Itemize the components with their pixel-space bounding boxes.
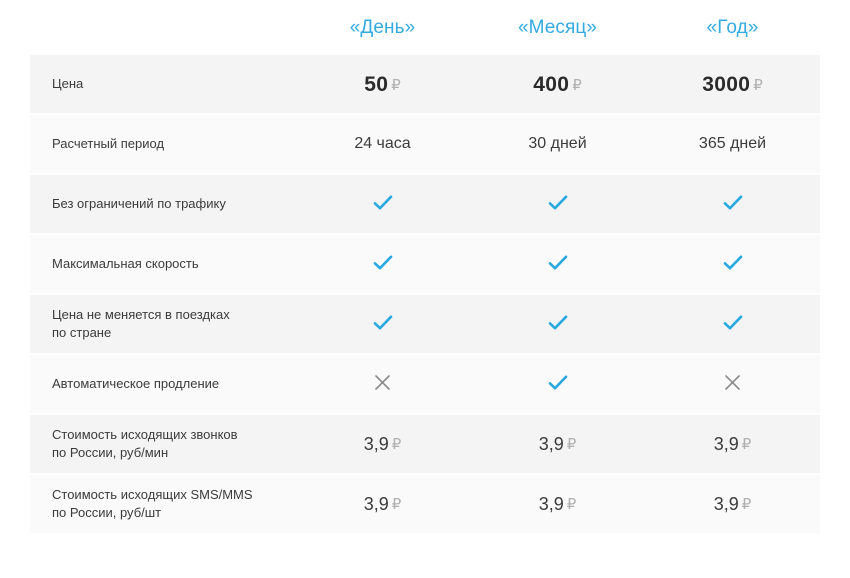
rate-value: 3,9 ₽ [470,435,645,453]
rate-amount: 3,9 [363,494,389,514]
price-amount: 50 [364,72,389,96]
row-label: Стоимость исходящих звонков по России, ру… [30,426,295,462]
check-icon-cell [295,195,470,214]
table-row: Стоимость исходящих SMS/MMS по России, ру… [30,475,820,533]
check-icon-cell [295,315,470,334]
rate-amount: 3,9 [538,434,564,454]
cross-icon-cell [295,374,470,394]
tariff-comparison-table: «День» «Месяц» «Год» Цена 50 ₽400 ₽3000 ₽ Рас… [30,0,820,535]
check-icon-cell [645,255,820,274]
row-label: Цена [52,76,84,91]
rate-value: 3,9 ₽ [645,495,820,513]
rate-value: 3,9 ₽ [645,435,820,453]
price-value: 3000 ₽ [645,74,820,95]
rate-value: 3,9 ₽ [295,435,470,453]
check-icon [548,255,568,271]
row-label: Без ограничений по трафику [52,196,226,211]
currency-symbol: ₽ [566,496,577,513]
period-value: 24 часа [354,135,411,152]
currency-symbol: ₽ [753,76,763,94]
check-icon [723,195,743,211]
table-row: Стоимость исходящих звонков по России, ру… [30,415,820,473]
table-row: Расчетный период 24 часа 30 дней 365 дней [30,115,820,173]
period-value: 365 дней [698,135,767,152]
price-amount: 400 [533,72,570,96]
currency-symbol: ₽ [572,76,582,94]
check-icon [723,255,743,271]
check-icon [548,195,568,211]
cross-icon [374,374,391,391]
rate-value: 3,9 ₽ [295,495,470,513]
rate-amount: 3,9 [538,494,564,514]
column-header-year[interactable]: «Год» [706,17,759,38]
rate-amount: 3,9 [363,434,389,454]
row-label: Стоимость исходящих SMS/MMS по России, ру… [30,486,295,522]
check-icon-cell [470,315,645,334]
check-icon-cell [470,195,645,214]
check-icon [723,315,743,331]
table-row: Цена не меняется в поездках по стране [30,295,820,353]
currency-symbol: ₽ [391,436,402,453]
cross-icon-cell [645,374,820,394]
check-icon-cell [470,255,645,274]
table-row: Без ограничений по трафику [30,175,820,233]
check-icon [373,255,393,271]
check-icon-cell [645,315,820,334]
cross-icon [724,374,741,391]
column-header-day[interactable]: «День» [349,17,416,38]
check-icon-cell [295,255,470,274]
currency-symbol: ₽ [741,436,752,453]
table-body: Цена 50 ₽400 ₽3000 ₽ Расчетный период 24 часа 3… [30,55,820,533]
row-label: Расчетный период [52,136,165,151]
period-value: 30 дней [528,135,587,152]
table-row: Цена 50 ₽400 ₽3000 ₽ [30,55,820,113]
column-header-month[interactable]: «Месяц» [517,17,598,38]
row-label-line2: по России, руб/шт [52,505,162,520]
currency-symbol: ₽ [391,496,402,513]
currency-symbol: ₽ [566,436,577,453]
check-icon [548,375,568,391]
price-value: 50 ₽ [295,74,470,95]
row-label: Цена не меняется в поездках по стране [30,306,295,342]
check-icon [548,315,568,331]
check-icon-cell [645,195,820,214]
currency-symbol: ₽ [741,496,752,513]
rate-amount: 3,9 [713,434,739,454]
row-label-line2: по стране [52,325,112,340]
table-header-row: «День» «Месяц» «Год» [30,0,820,55]
row-label: Максимальная скорость [52,256,199,271]
table-row: Максимальная скорость [30,235,820,293]
rate-amount: 3,9 [713,494,739,514]
price-value: 400 ₽ [470,74,645,95]
row-label-line2: по России, руб/мин [52,445,169,460]
currency-symbol: ₽ [391,76,401,94]
price-amount: 3000 [702,72,751,96]
row-label: Автоматическое продление [52,376,220,391]
table-row: Автоматическое продление [30,355,820,413]
check-icon [373,195,393,211]
check-icon-cell [470,375,645,394]
check-icon [373,315,393,331]
rate-value: 3,9 ₽ [470,495,645,513]
